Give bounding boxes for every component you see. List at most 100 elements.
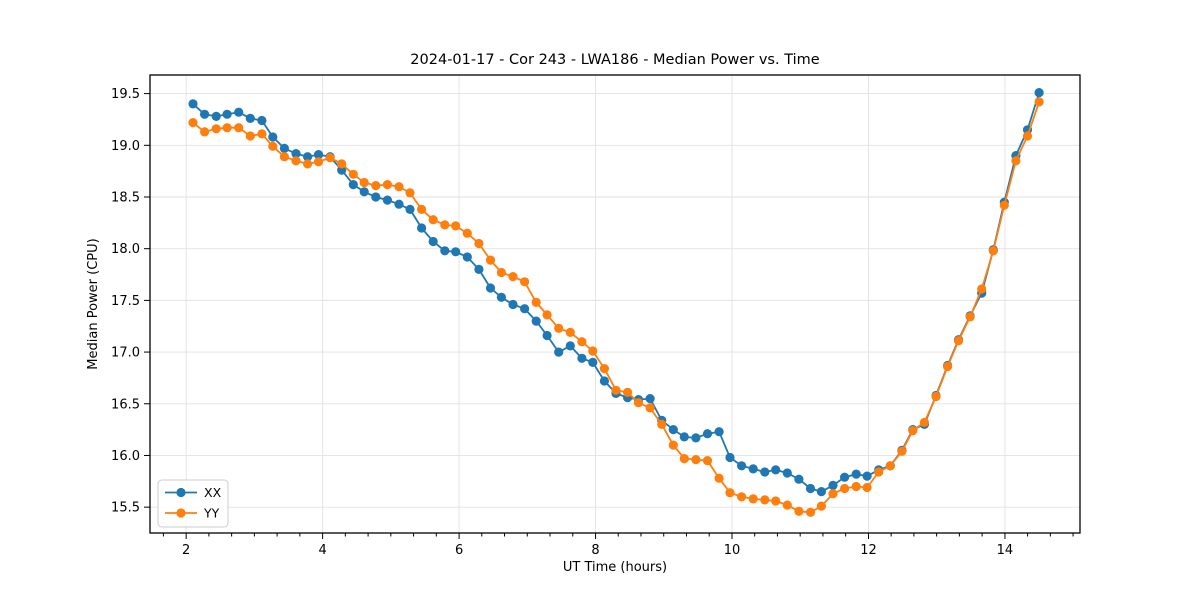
data-point-YY <box>816 501 827 511</box>
data-point-YY <box>211 124 221 134</box>
data-point-XX <box>394 199 404 209</box>
data-point-XX <box>714 427 724 437</box>
data-point-YY <box>337 159 347 169</box>
chart-grid-layer <box>150 75 1080 533</box>
data-point-YY <box>943 361 953 372</box>
x-axis-label: UT Time (hours) <box>563 560 667 575</box>
data-point-YY <box>633 398 644 408</box>
data-point-YY <box>268 141 278 151</box>
data-point-XX <box>268 132 278 142</box>
data-point-XX <box>554 347 564 357</box>
data-point-XX <box>279 143 289 153</box>
data-point-XX <box>462 252 472 262</box>
x-tick-label: 8 <box>591 543 599 558</box>
data-point-XX <box>782 468 792 478</box>
data-point-YY <box>1034 97 1044 107</box>
chart-title: 2024-01-17 - Cor 243 - LWA186 - Median P… <box>410 52 819 68</box>
data-point-XX <box>485 283 496 293</box>
data-point-YY <box>1011 156 1021 166</box>
legend-item-label: YY <box>203 506 220 521</box>
data-point-YY <box>874 467 884 477</box>
data-point-YY <box>531 297 541 307</box>
data-point-YY <box>257 129 267 139</box>
data-point-XX <box>816 487 827 497</box>
y-tick-label: 17.5 <box>111 294 140 309</box>
legend-item-label: XX <box>204 485 222 500</box>
data-point-XX <box>805 483 816 494</box>
x-tick-label: 4 <box>318 543 326 558</box>
data-point-YY <box>417 204 427 214</box>
data-point-YY <box>588 346 598 356</box>
data-point-YY <box>371 181 381 191</box>
data-point-XX <box>200 109 210 119</box>
data-point-YY <box>828 489 838 499</box>
data-point-YY <box>908 426 918 436</box>
data-point-YY <box>496 267 506 278</box>
data-point-YY <box>953 336 964 346</box>
data-point-XX <box>257 115 267 126</box>
y-tick-label: 15.5 <box>111 501 140 516</box>
data-point-XX <box>211 111 221 121</box>
data-point-XX <box>577 353 587 363</box>
chart-legend: XX YY <box>157 479 229 528</box>
data-point-YY <box>840 483 850 494</box>
data-point-XX <box>737 461 747 471</box>
data-point-YY <box>611 385 621 395</box>
data-point-YY <box>348 169 358 179</box>
data-point-YY <box>382 180 392 190</box>
data-point-XX <box>645 394 655 404</box>
data-point-YY <box>919 417 930 427</box>
data-point-YY <box>542 310 552 320</box>
data-point-YY <box>885 461 895 471</box>
data-point-YY <box>245 131 255 141</box>
data-point-XX <box>794 474 804 484</box>
data-point-YY <box>279 152 289 162</box>
data-point-XX <box>348 180 358 190</box>
x-tick-label: 6 <box>455 543 463 558</box>
data-point-XX <box>188 99 198 109</box>
data-point-YY <box>782 500 792 510</box>
data-point-XX <box>303 152 313 162</box>
y-tick-label: 17.0 <box>111 346 140 361</box>
data-point-XX <box>679 432 689 442</box>
x-tick-label: 10 <box>724 543 741 558</box>
data-point-YY <box>965 312 975 322</box>
data-point-XX <box>245 113 255 123</box>
data-point-YY <box>222 123 232 133</box>
data-point-YY <box>679 454 689 464</box>
data-point-YY <box>313 157 324 167</box>
data-point-XX <box>234 107 244 117</box>
data-point-XX <box>428 236 438 247</box>
data-point-YY <box>668 440 678 450</box>
data-point-XX <box>417 223 427 233</box>
data-point-YY <box>657 419 667 429</box>
data-point-YY <box>428 215 438 225</box>
data-point-YY <box>748 494 758 504</box>
data-point-YY <box>485 255 496 265</box>
y-tick-label: 18.5 <box>111 190 140 205</box>
data-point-XX <box>371 192 381 202</box>
y-tick-label: 16.0 <box>111 449 140 464</box>
data-point-YY <box>440 220 450 230</box>
data-point-XX <box>725 452 735 463</box>
data-point-XX <box>520 304 530 314</box>
data-point-XX <box>542 330 552 341</box>
legend-marker-sample <box>176 508 186 518</box>
data-point-XX <box>359 187 369 197</box>
data-point-YY <box>702 456 713 466</box>
data-point-YY <box>599 364 610 374</box>
data-point-YY <box>520 277 530 287</box>
data-point-YY <box>805 507 816 517</box>
data-point-YY <box>725 488 735 498</box>
data-point-XX <box>291 149 301 159</box>
data-point-YY <box>325 153 335 163</box>
data-point-XX <box>702 429 713 439</box>
data-point-YY <box>794 506 804 516</box>
data-point-XX <box>405 204 415 214</box>
data-point-XX <box>451 247 461 257</box>
chart-series-layer <box>188 88 1044 517</box>
data-point-YY <box>691 455 701 465</box>
y-tick-label: 16.5 <box>111 397 140 412</box>
